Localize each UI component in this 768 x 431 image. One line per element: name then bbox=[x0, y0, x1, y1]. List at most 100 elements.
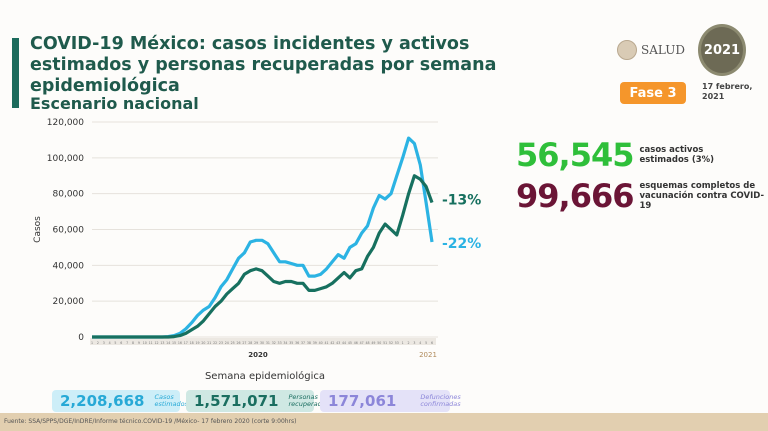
x-tick-label: 5 bbox=[114, 341, 116, 345]
x-tick-label: 1 bbox=[402, 341, 404, 345]
x-tick-label: 21 bbox=[207, 341, 211, 345]
y-tick-label: 0 bbox=[78, 333, 84, 343]
vaccination-stat: 99,666 esquemas completos de vacunación … bbox=[516, 177, 764, 215]
report-date: 17 febrero, 2021 bbox=[702, 82, 753, 101]
x-tick-label: 14 bbox=[166, 341, 170, 345]
x-tick-label: 28 bbox=[248, 341, 252, 345]
x-axis-band bbox=[90, 338, 436, 345]
x-tick-label: 19 bbox=[195, 341, 199, 345]
stat-value: 56,545 bbox=[516, 136, 634, 174]
x-tick-label: 1 bbox=[91, 341, 93, 345]
x-tick-label: 29 bbox=[254, 341, 258, 345]
x-tick-label: 15 bbox=[172, 341, 176, 345]
summary-deaths: 177,061 Defunciones confirmadas bbox=[320, 390, 461, 412]
year-label-2020: 2020 bbox=[248, 351, 268, 359]
summary-recovered: 1,571,071 Personas recuperadas bbox=[186, 390, 329, 412]
accent-bar bbox=[12, 38, 19, 108]
x-tick-label: 4 bbox=[109, 341, 111, 345]
stat-label: esquemas completos de vacunación contra … bbox=[639, 181, 765, 211]
x-tick-label: 33 bbox=[278, 341, 282, 345]
x-tick-label: 41 bbox=[324, 341, 328, 345]
page-subtitle: Escenario nacional bbox=[30, 94, 199, 113]
summary-estimated-cases: 2,208,668 Casos estimados bbox=[52, 390, 188, 412]
y-tick-label: 100,000 bbox=[47, 154, 84, 164]
mexico-2021-logo: 2021 bbox=[698, 24, 746, 76]
x-tick-label: 2 bbox=[97, 341, 99, 345]
x-tick-label: 27 bbox=[242, 341, 246, 345]
y-tick-label: 80,000 bbox=[53, 190, 85, 200]
summary-value: 1,571,071 bbox=[194, 392, 279, 410]
x-tick-label: 12 bbox=[154, 341, 158, 345]
x-tick-label: 4 bbox=[419, 341, 421, 345]
y-axis-label: Casos bbox=[33, 216, 43, 243]
x-tick-label: 9 bbox=[138, 341, 140, 345]
page-title: COVID-19 México: casos incidentes y acti… bbox=[30, 34, 497, 96]
x-tick-label: 26 bbox=[237, 341, 241, 345]
x-tick-label: 17 bbox=[184, 341, 188, 345]
x-tick-label: 32 bbox=[272, 341, 276, 345]
x-tick-label: 39 bbox=[313, 341, 317, 345]
y-tick-label: 20,000 bbox=[53, 297, 85, 307]
x-tick-label: 5 bbox=[425, 341, 427, 345]
x-tick-label: 2 bbox=[408, 341, 410, 345]
series-end-label-0: -22% bbox=[442, 236, 481, 252]
x-tick-label: 13 bbox=[160, 341, 164, 345]
stat-value: 99,666 bbox=[516, 177, 634, 215]
active-cases-stat: 56,545 casos activos estimados (3%) bbox=[516, 136, 729, 174]
x-tick-label: 6 bbox=[431, 341, 433, 345]
seal-icon bbox=[617, 40, 637, 60]
summary-label: Casos estimados bbox=[154, 393, 189, 408]
x-tick-label: 53 bbox=[395, 341, 399, 345]
x-tick-label: 31 bbox=[266, 341, 270, 345]
x-tick-label: 24 bbox=[225, 341, 229, 345]
x-tick-label: 38 bbox=[307, 341, 311, 345]
x-tick-label: 48 bbox=[365, 341, 369, 345]
x-tick-label: 20 bbox=[201, 341, 205, 345]
x-tick-label: 34 bbox=[283, 341, 287, 345]
x-tick-label: 22 bbox=[213, 341, 217, 345]
phase-badge: Fase 3 bbox=[620, 82, 686, 104]
x-tick-label: 7 bbox=[126, 341, 128, 345]
stat-label: casos activos estimados (3%) bbox=[639, 145, 715, 165]
x-tick-label: 10 bbox=[143, 341, 147, 345]
salud-logo: SALUD bbox=[617, 40, 685, 60]
x-tick-label: 37 bbox=[301, 341, 305, 345]
y-tick-label: 120,000 bbox=[47, 118, 84, 128]
series-end-label-1: -13% bbox=[442, 193, 481, 209]
x-tick-label: 3 bbox=[413, 341, 415, 345]
summary-value: 2,208,668 bbox=[60, 392, 145, 410]
x-tick-label: 49 bbox=[371, 341, 375, 345]
x-tick-label: 35 bbox=[289, 341, 293, 345]
y-tick-label: 60,000 bbox=[53, 226, 85, 236]
x-tick-label: 25 bbox=[231, 341, 235, 345]
x-tick-label: 44 bbox=[342, 341, 346, 345]
x-axis-label: Semana epidemiológica bbox=[205, 370, 325, 382]
series-line-1 bbox=[92, 174, 434, 339]
x-tick-label: 40 bbox=[319, 341, 323, 345]
x-tick-label: 16 bbox=[178, 341, 182, 345]
year-label-2021: 2021 bbox=[419, 351, 437, 359]
x-tick-label: 8 bbox=[132, 341, 134, 345]
x-tick-label: 23 bbox=[219, 341, 223, 345]
summary-value: 177,061 bbox=[328, 392, 397, 410]
x-tick-label: 6 bbox=[120, 341, 122, 345]
x-tick-label: 43 bbox=[336, 341, 340, 345]
x-tick-label: 42 bbox=[330, 341, 334, 345]
x-tick-label: 52 bbox=[389, 341, 393, 345]
series-line-0 bbox=[92, 136, 434, 339]
y-tick-label: 40,000 bbox=[53, 261, 85, 271]
salud-logo-text: SALUD bbox=[641, 43, 685, 57]
summary-label: Defunciones confirmadas bbox=[420, 393, 461, 408]
x-tick-label: 47 bbox=[360, 341, 364, 345]
summary-label: Personas recuperadas bbox=[288, 393, 330, 408]
x-tick-label: 51 bbox=[383, 341, 387, 345]
x-tick-label: 45 bbox=[348, 341, 352, 345]
source-footer: Fuente: SSA/SPPS/DGE/InDRE/Informe técni… bbox=[0, 413, 768, 431]
x-tick-label: 11 bbox=[149, 341, 153, 345]
x-tick-label: 36 bbox=[295, 341, 299, 345]
x-tick-label: 50 bbox=[377, 341, 381, 345]
cases-line-chart: 0 20,000 40,000 60,000 80,000 100,000 120,000 1… bbox=[33, 118, 481, 382]
x-tick-label: 18 bbox=[190, 341, 194, 345]
x-tick-label: 46 bbox=[354, 341, 358, 345]
x-tick-label: 3 bbox=[103, 341, 105, 345]
